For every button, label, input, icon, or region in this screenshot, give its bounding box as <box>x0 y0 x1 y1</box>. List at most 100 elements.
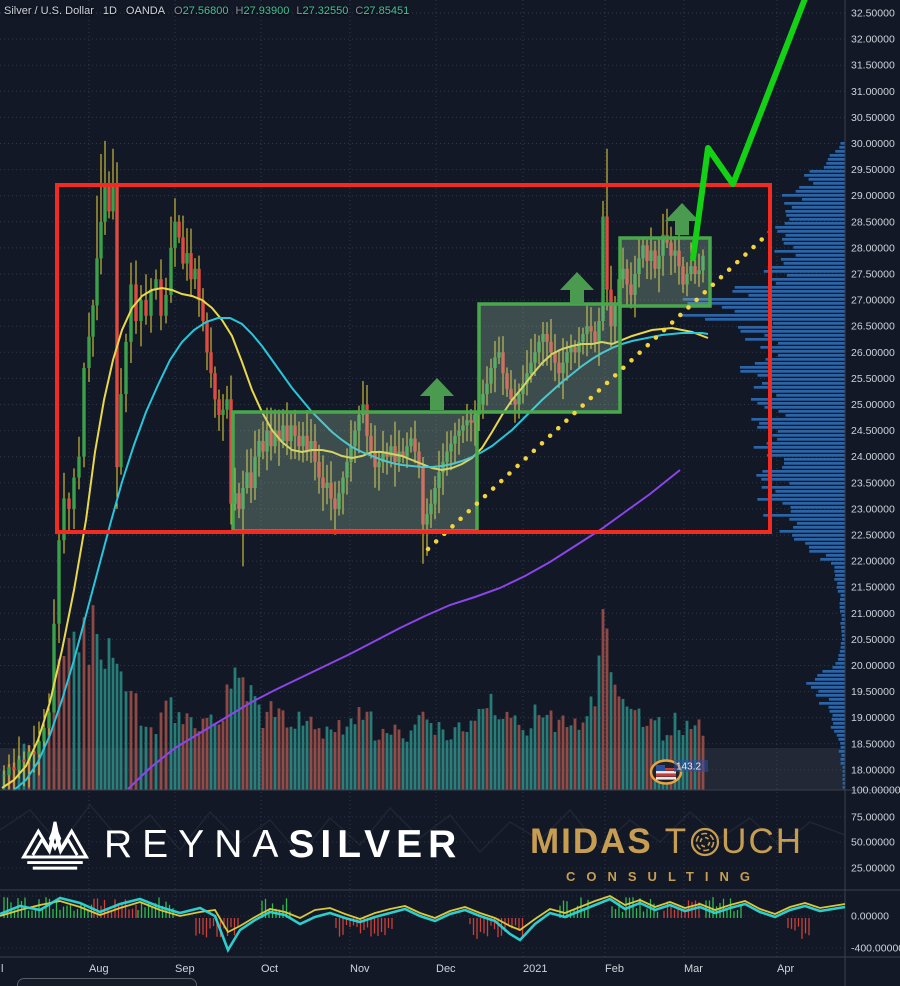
price-axis-label[interactable]: 32.00000 <box>851 34 895 46</box>
pane2-axis-label[interactable]: 25.00000 <box>851 863 895 875</box>
volume-profile-bar <box>751 418 845 421</box>
price-axis-label[interactable]: 31.00000 <box>851 86 895 98</box>
symbol-name[interactable]: Silver / U.S. Dollar <box>4 5 94 17</box>
volume-bar <box>177 712 181 790</box>
volume-bar <box>441 729 445 790</box>
background-wave <box>0 803 846 857</box>
price-axis-label[interactable]: 18.50000 <box>851 738 895 750</box>
candle-body <box>409 438 413 447</box>
volume-profile-bar <box>809 170 845 173</box>
price-axis-label[interactable]: 30.00000 <box>851 138 895 150</box>
volume-bar <box>277 708 281 790</box>
price-axis-label[interactable]: 32.50000 <box>851 8 895 20</box>
volume-profile-bar <box>761 478 845 481</box>
volume-profile-bar <box>793 526 845 529</box>
volume-profile-bar <box>835 574 845 577</box>
candle-body <box>489 367 493 384</box>
volume-bar <box>405 741 409 790</box>
time-axis-label[interactable]: 2021 <box>523 963 547 975</box>
time-axis-label[interactable]: Dec <box>436 963 456 975</box>
consolidation-box[interactable] <box>477 302 622 414</box>
bottom-range-toolbar[interactable] <box>17 978 197 986</box>
price-axis-label[interactable]: 29.00000 <box>851 190 895 202</box>
volume-profile-bar <box>745 338 845 341</box>
price-axis-label[interactable]: 29.50000 <box>851 164 895 176</box>
volume-bar <box>249 685 253 790</box>
price-axis-label[interactable]: 31.50000 <box>851 60 895 72</box>
price-axis-label[interactable]: 21.00000 <box>851 608 895 620</box>
time-axis-label[interactable]: Apr <box>777 963 794 975</box>
volume-bar <box>597 655 601 790</box>
volume-profile-bar <box>828 706 845 709</box>
pane3-axis-label[interactable]: -400.00000 <box>851 943 900 955</box>
dotted-trendline[interactable] <box>425 226 776 552</box>
price-axis-label[interactable]: 20.00000 <box>851 660 895 672</box>
red-range-rectangle[interactable] <box>55 183 772 534</box>
price-axis-label[interactable]: 22.00000 <box>851 556 895 568</box>
candle-body <box>249 472 253 489</box>
consolidation-box[interactable] <box>231 410 479 533</box>
high-label: H <box>235 5 244 17</box>
timeframe-label[interactable]: 1D <box>102 5 117 17</box>
price-axis-label[interactable]: 23.50000 <box>851 477 895 489</box>
volume-bar <box>107 638 111 790</box>
candle-body <box>657 255 661 269</box>
price-axis-label[interactable]: 20.50000 <box>851 634 895 646</box>
volume-bar <box>229 688 233 790</box>
candle-body <box>365 404 369 436</box>
time-axis-label[interactable]: Oct <box>261 963 278 975</box>
time-axis-label[interactable]: l <box>1 963 3 975</box>
pane2-axis-label[interactable]: 50.00000 <box>851 837 895 849</box>
ma-yellow <box>1 286 709 789</box>
price-axis-label[interactable]: 19.50000 <box>851 686 895 698</box>
symbol-titlebar[interactable]: Silver / U.S. Dollar 1D OANDA O27.56800 … <box>4 5 409 17</box>
price-axis-label[interactable]: 30.50000 <box>851 112 895 124</box>
price-axis-label[interactable]: 25.50000 <box>851 373 895 385</box>
volume-bar <box>697 719 701 790</box>
volume-profile-bar <box>785 234 845 237</box>
price-axis-label[interactable]: 26.00000 <box>851 347 895 359</box>
volume-bar <box>305 720 309 790</box>
time-axis-label[interactable]: Nov <box>350 963 370 975</box>
volume-profile-bar <box>818 702 845 705</box>
candle-body <box>625 268 629 285</box>
price-axis-label[interactable]: 27.00000 <box>851 295 895 307</box>
price-axis-label[interactable]: 24.50000 <box>851 425 895 437</box>
volume-bar <box>173 723 177 790</box>
candle-body <box>441 461 445 473</box>
price-axis-label[interactable]: 25.00000 <box>851 399 895 411</box>
candle-body <box>95 258 99 306</box>
volume-profile-bar <box>784 458 845 461</box>
time-axis-label[interactable]: Aug <box>89 963 109 975</box>
volume-bar <box>633 710 637 790</box>
candle-body <box>233 493 237 504</box>
price-axis-label[interactable]: 26.50000 <box>851 321 895 333</box>
price-axis-label[interactable]: 19.00000 <box>851 712 895 724</box>
price-axis-label[interactable]: 21.50000 <box>851 582 895 594</box>
volume-profile-bar <box>740 330 845 333</box>
pane2-axis-label[interactable]: 75.00000 <box>851 812 895 824</box>
volume-bar <box>425 719 429 790</box>
time-axis-label[interactable]: Sep <box>175 963 195 975</box>
pane3-axis-label[interactable]: 0.00000 <box>851 911 889 923</box>
price-axis-label[interactable]: 23.00000 <box>851 503 895 515</box>
volume-bar <box>285 727 289 790</box>
volume-bar <box>72 631 76 790</box>
candle-body <box>425 514 429 525</box>
candle-body <box>429 503 433 515</box>
candle-body <box>421 467 425 525</box>
projection-line[interactable] <box>690 0 808 261</box>
volume-profile-bar <box>794 538 845 541</box>
time-axis-label[interactable]: Feb <box>605 963 624 975</box>
price-axis-label[interactable]: 28.50000 <box>851 216 895 228</box>
pane2-axis-label[interactable]: 100.00000 <box>851 785 900 797</box>
price-axis-label[interactable]: 27.50000 <box>851 269 895 281</box>
price-axis-label[interactable]: 18.00000 <box>851 764 895 776</box>
candle-body <box>661 234 665 256</box>
price-axis-label[interactable]: 24.00000 <box>851 451 895 463</box>
time-axis-label[interactable]: Mar <box>684 963 703 975</box>
candle-body <box>277 430 281 442</box>
price-axis-label[interactable]: 22.50000 <box>851 530 895 542</box>
price-axis-label[interactable]: 28.00000 <box>851 242 895 254</box>
